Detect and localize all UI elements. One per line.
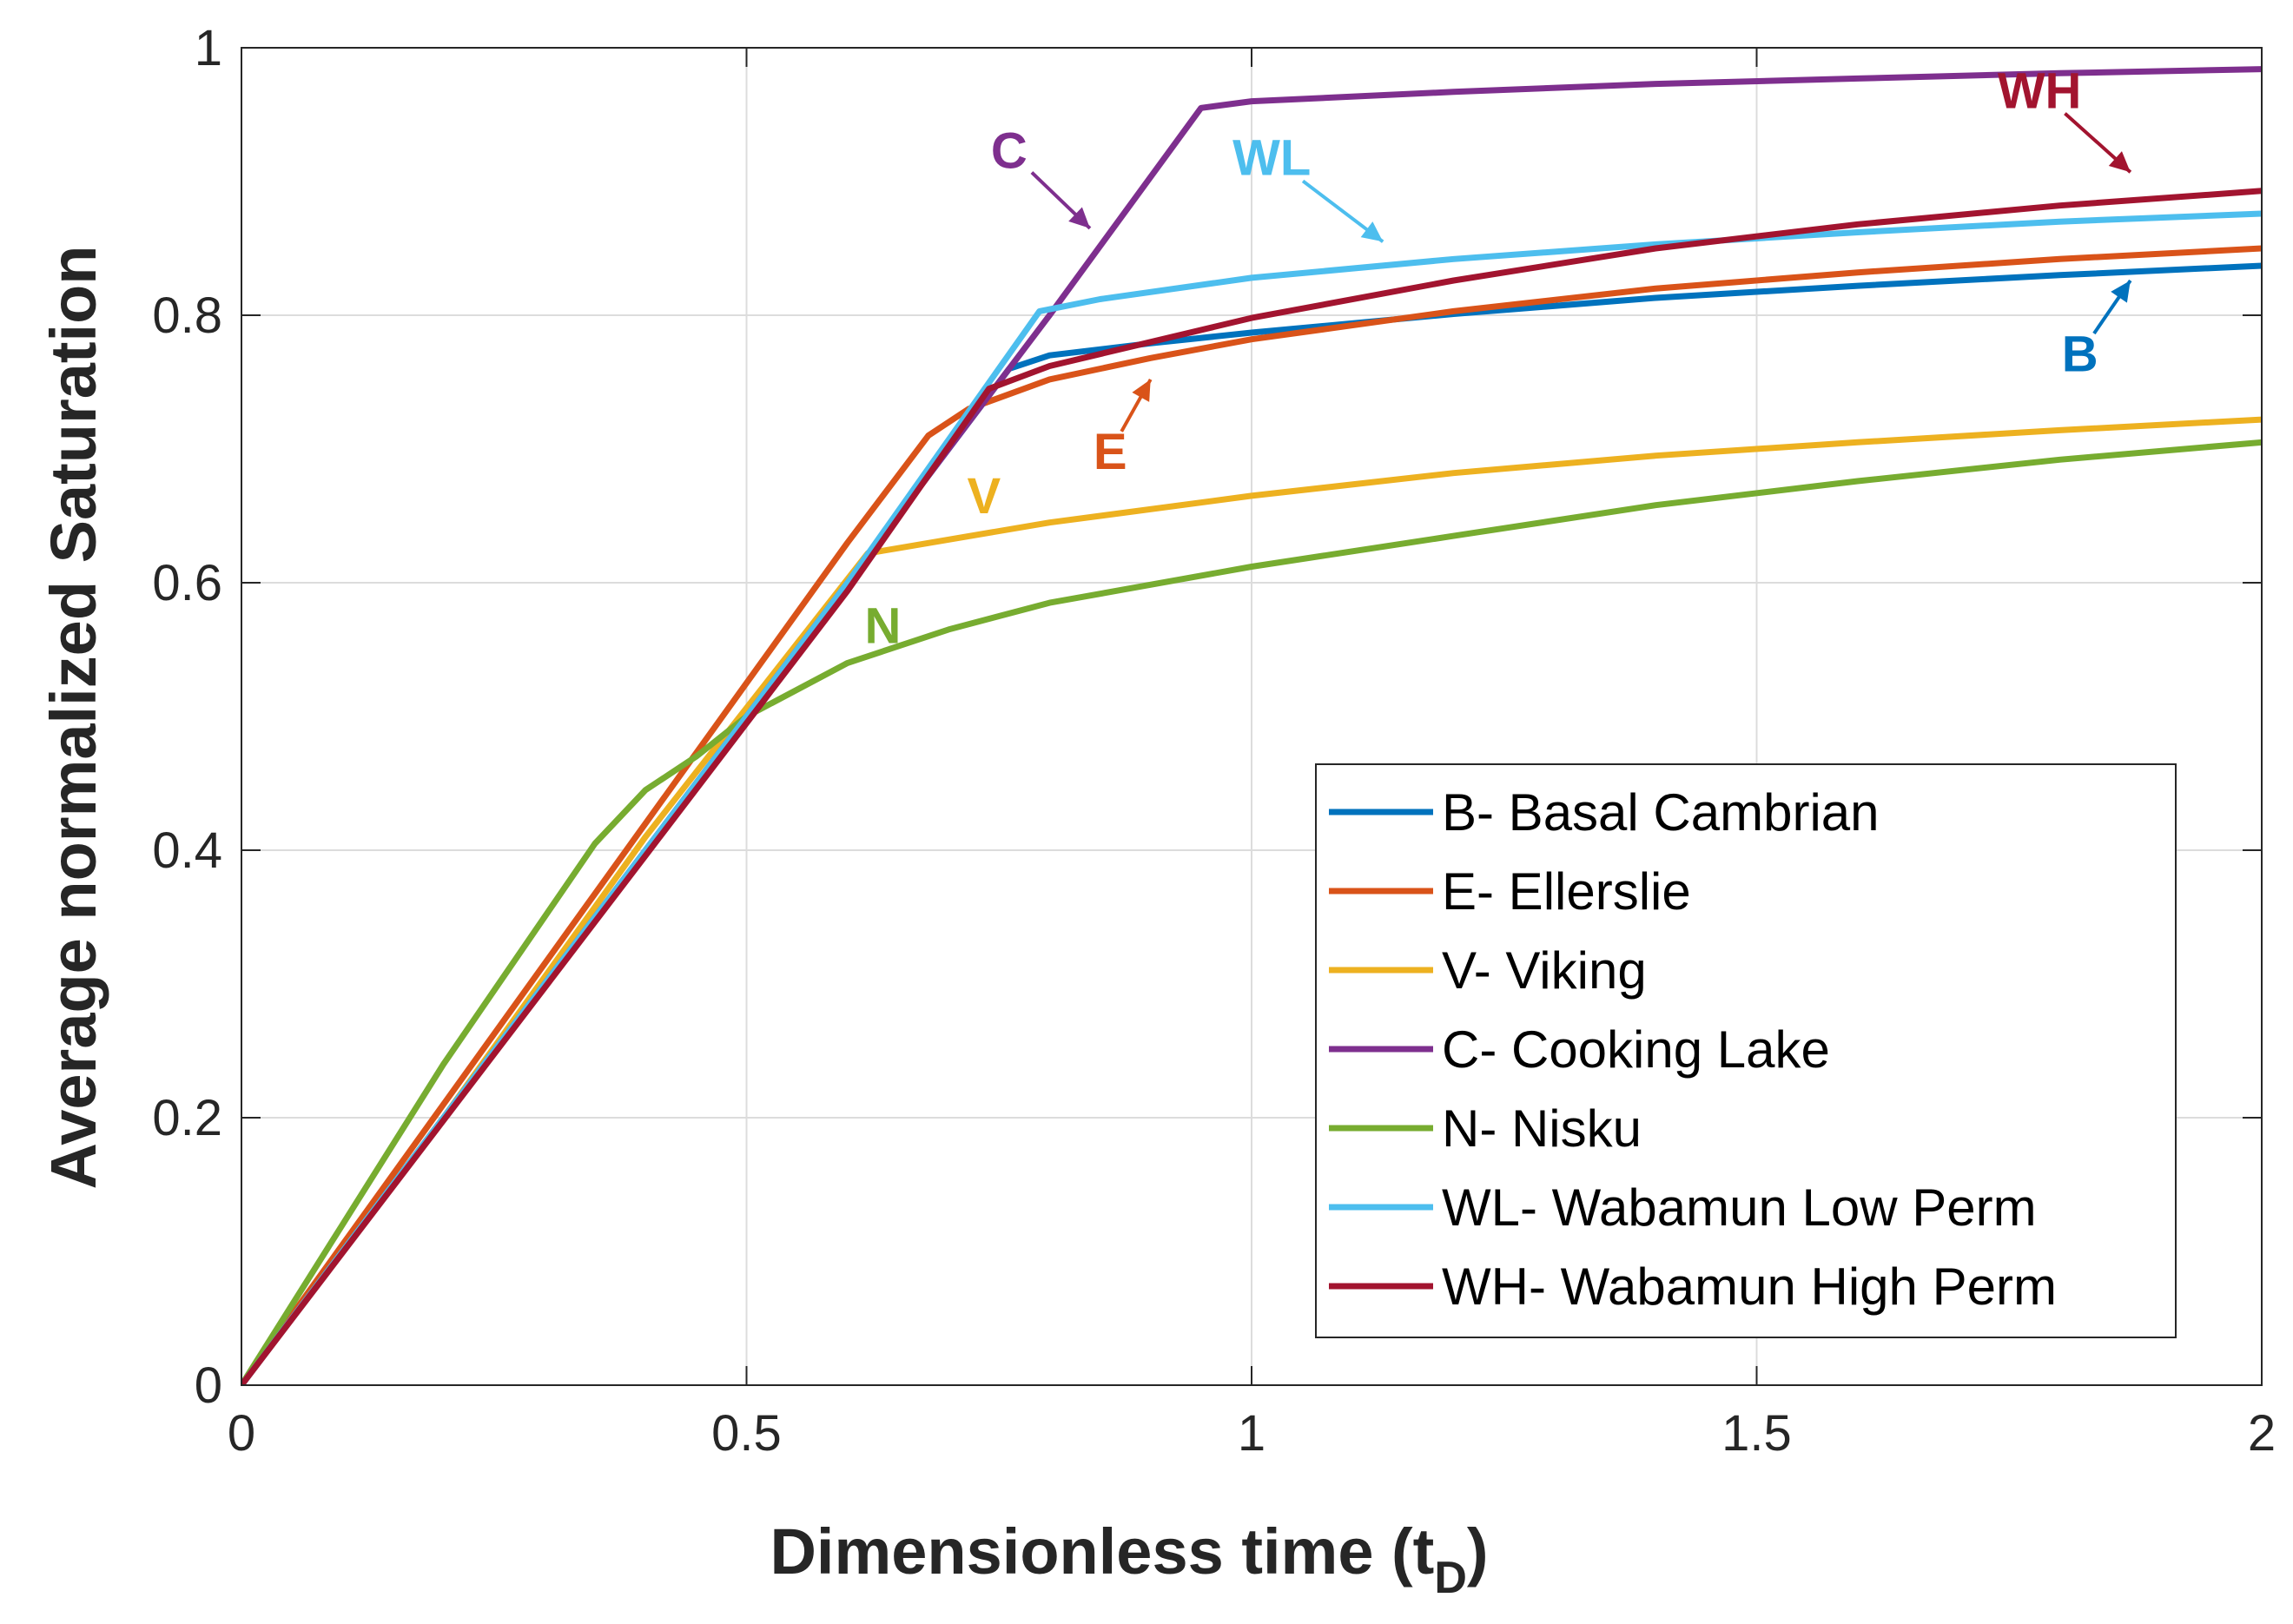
annotation-arrowhead-wl bbox=[1360, 221, 1384, 242]
legend: B- Basal Cambrian E- Ellerslie V- Viking C-… bbox=[1315, 763, 2177, 1338]
annotation-label-v: V bbox=[967, 468, 1001, 525]
annotation-arrowhead-b bbox=[2111, 280, 2131, 303]
x-axis-label-close: ) bbox=[1467, 1515, 1489, 1588]
series-line-wh bbox=[241, 188, 2262, 1385]
y-tick-label: 0.4 bbox=[152, 822, 222, 879]
y-tick-label: 1 bbox=[195, 20, 222, 76]
series-line-e bbox=[241, 245, 2262, 1385]
y-tick-label: 0.8 bbox=[152, 287, 222, 344]
legend-label-wh: WH- Wabamun High Perm bbox=[1442, 1258, 2057, 1316]
grid-lines bbox=[241, 48, 2262, 1385]
annotation-label-n: N bbox=[865, 597, 902, 654]
series-annotations: C WL WH B E V N bbox=[865, 63, 2132, 654]
legend-label-b: B- Basal Cambrian bbox=[1442, 783, 1880, 842]
x-tick-label: 1 bbox=[1238, 1405, 1265, 1462]
legend-box bbox=[1315, 763, 2177, 1338]
annotation-arrowhead-wh bbox=[2108, 151, 2131, 173]
legend-label-e: E- Ellerslie bbox=[1442, 862, 1691, 921]
axis-ticks: 0 0.5 1 1.5 2 0 0.2 0.4 0.6 0.8 1 bbox=[152, 20, 2276, 1462]
y-tick-label: 0 bbox=[195, 1357, 222, 1414]
x-axis-label-subscript: D bbox=[1434, 1553, 1467, 1603]
annotation-label-wh: WH bbox=[1998, 63, 2082, 119]
series-line-n bbox=[241, 439, 2262, 1385]
annotation-label-wl: WL bbox=[1232, 129, 1311, 186]
annotation-arrowhead-e bbox=[1132, 379, 1151, 402]
x-axis-label: Dimensionless time (tD) bbox=[770, 1515, 1488, 1603]
legend-label-wl: WL- Wabamun Low Perm bbox=[1442, 1178, 2037, 1237]
x-tick-label: 0 bbox=[228, 1405, 255, 1462]
y-tick-label: 0.2 bbox=[152, 1090, 222, 1146]
y-tick-label: 0.6 bbox=[152, 555, 222, 611]
legend-label-v: V- Viking bbox=[1442, 941, 1647, 1000]
x-tick-label: 0.5 bbox=[711, 1405, 782, 1462]
series-line-v bbox=[241, 416, 2262, 1385]
x-tick-label: 2 bbox=[2248, 1405, 2276, 1462]
annotation-label-b: B bbox=[2062, 327, 2098, 383]
legend-label-c: C- Cooking Lake bbox=[1442, 1020, 1830, 1079]
annotation-label-c: C bbox=[991, 123, 1028, 180]
annotation-arrowhead-c bbox=[1068, 207, 1090, 228]
y-axis-label: Average normalized Saturation bbox=[37, 246, 109, 1190]
x-axis-label-main: Dimensionless time (t bbox=[770, 1515, 1434, 1588]
annotation-label-e: E bbox=[1094, 424, 1127, 480]
legend-label-n: N- Nisku bbox=[1442, 1099, 1642, 1158]
x-tick-label: 1.5 bbox=[1721, 1405, 1792, 1462]
series-lines bbox=[241, 66, 2262, 1385]
